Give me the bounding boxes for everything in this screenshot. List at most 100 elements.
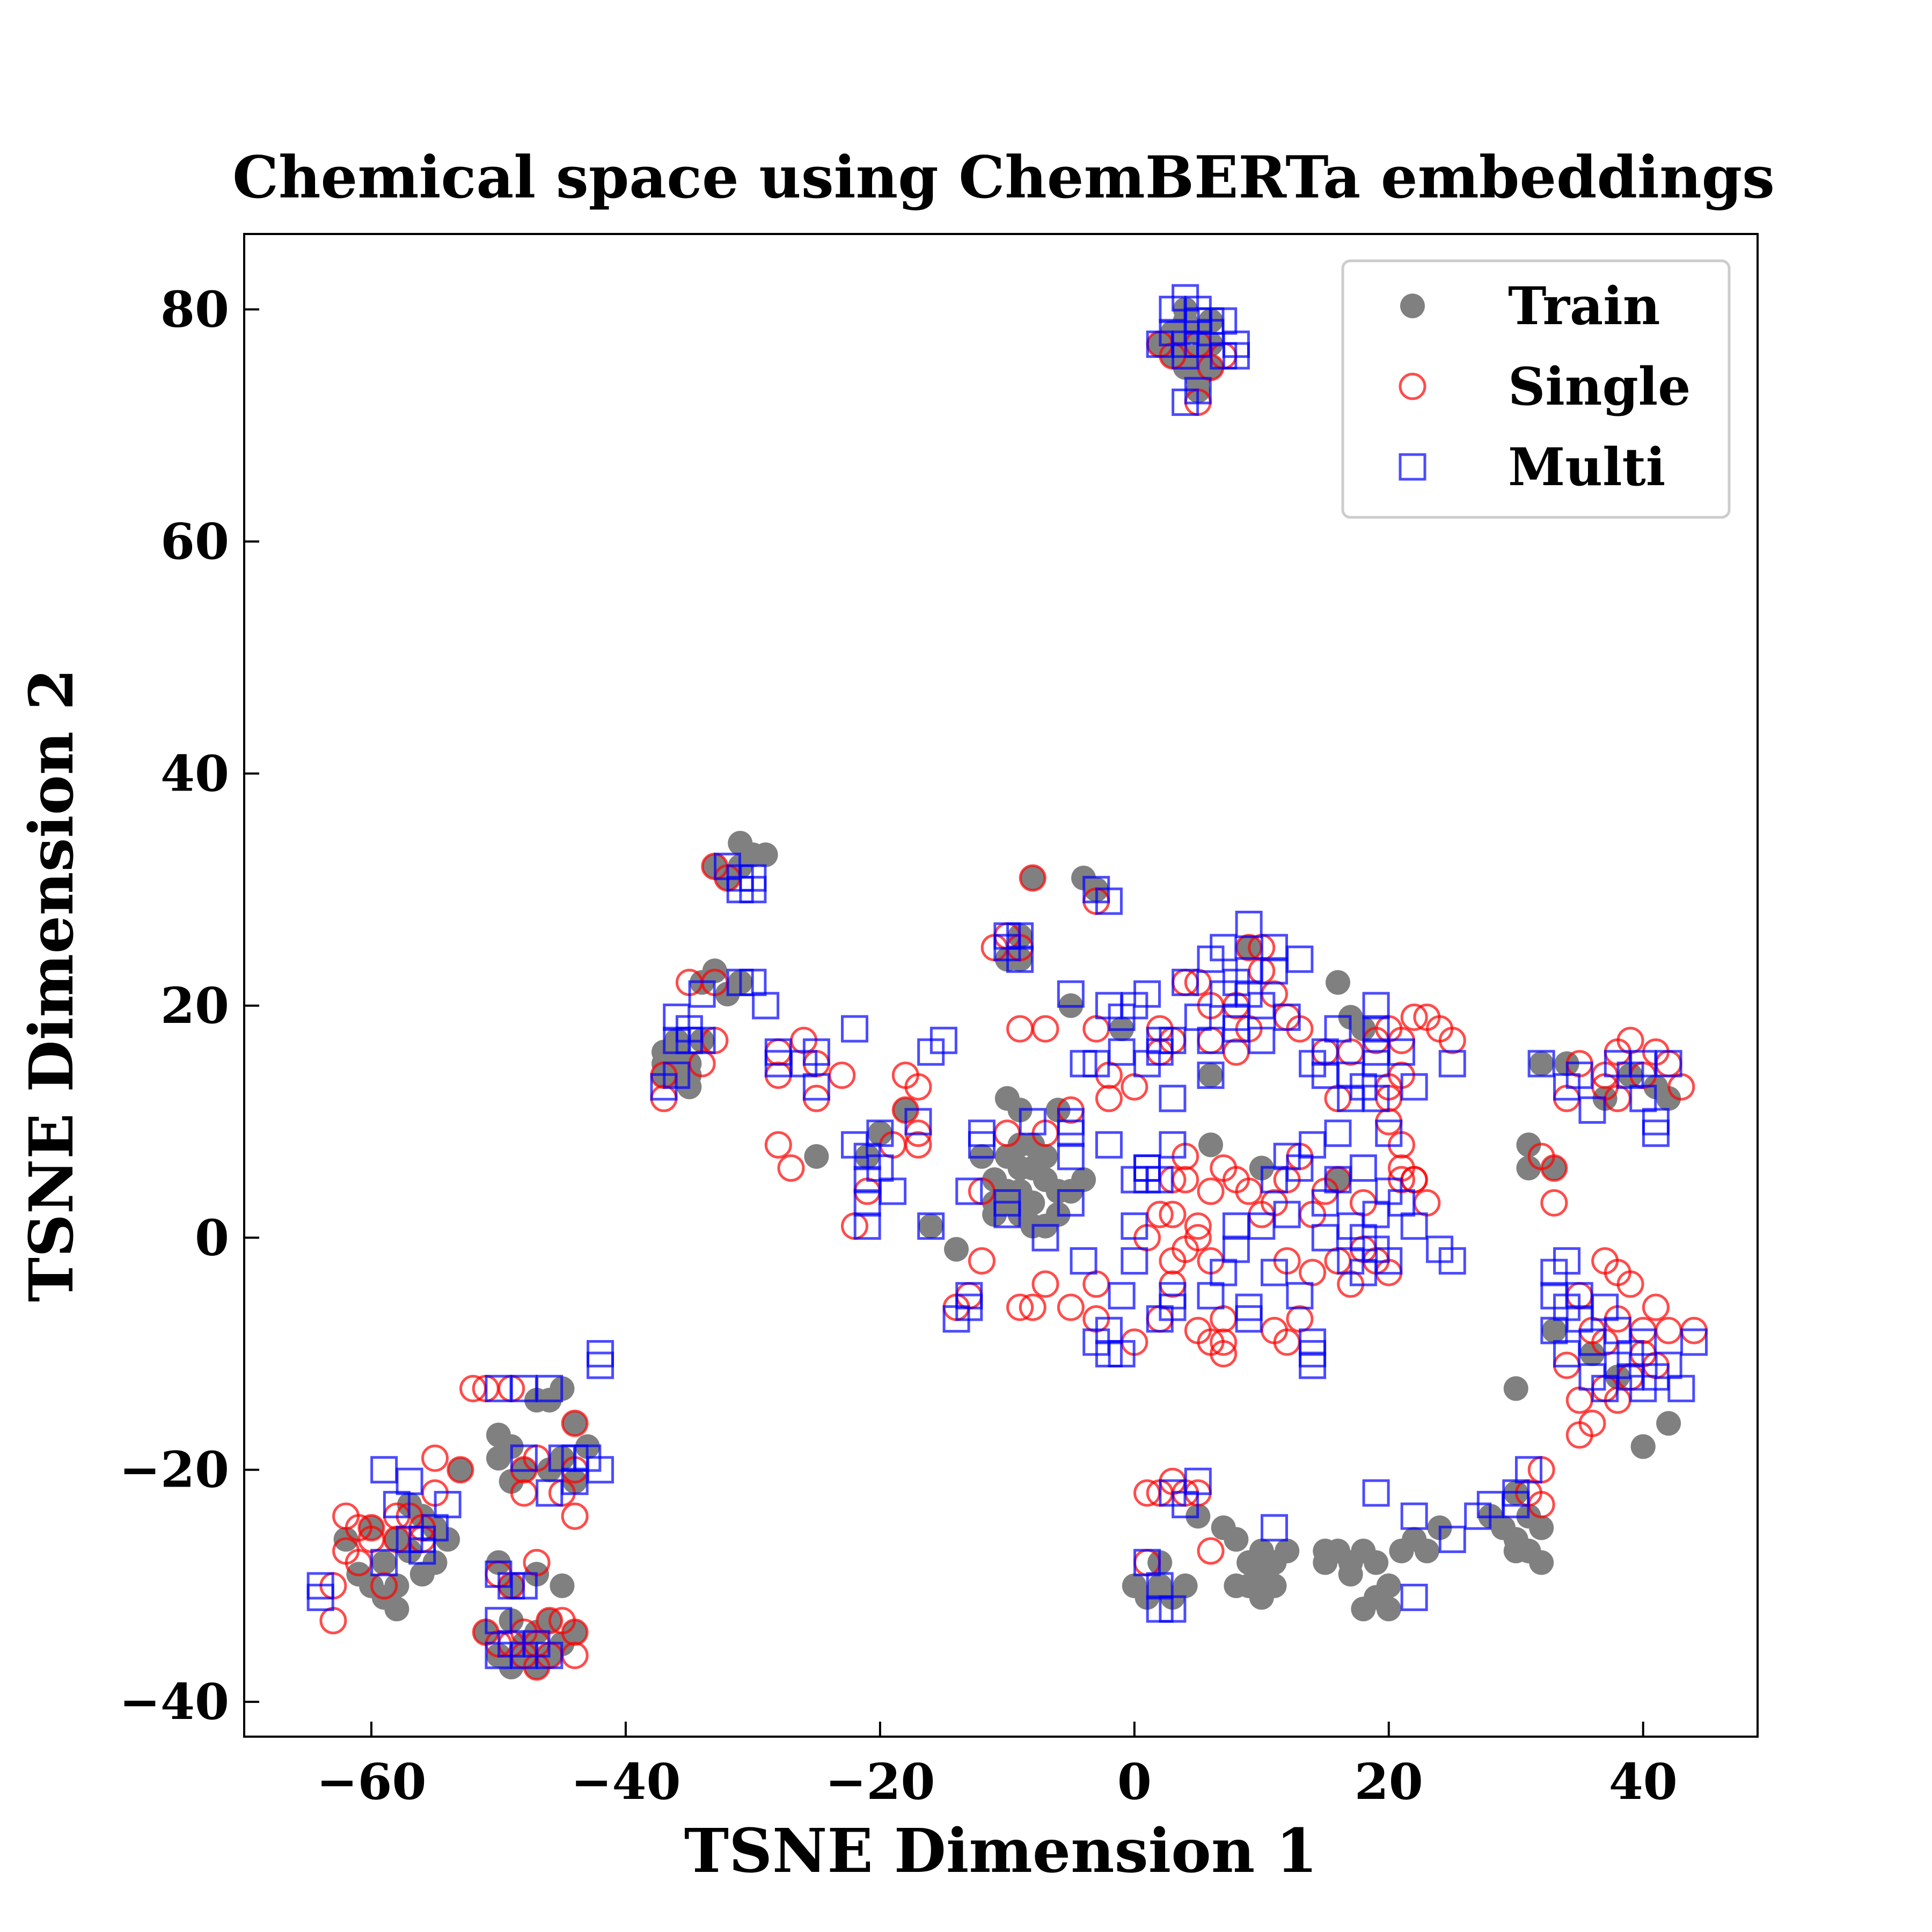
x-axis-label: TSNE Dimension 1: [684, 1816, 1318, 1886]
single-point: [561, 1502, 589, 1530]
multi-point: [1438, 1050, 1466, 1078]
multi-point: [1172, 969, 1199, 997]
single-point: [1057, 1293, 1085, 1321]
train-point: [1541, 1155, 1567, 1181]
multi-point: [1006, 922, 1034, 950]
multi-point: [1159, 296, 1187, 324]
multi-point: [688, 1027, 716, 1055]
multi-point: [1146, 1595, 1174, 1623]
single-point: [1184, 1316, 1212, 1344]
train-point: [1503, 1376, 1528, 1401]
train-point: [486, 1446, 511, 1471]
multi-point: [1146, 1572, 1174, 1600]
multi-point: [1235, 1293, 1263, 1321]
single-point: [1184, 1224, 1212, 1252]
single-point: [357, 1514, 385, 1542]
train-point: [753, 842, 778, 867]
multi-point: [510, 1444, 538, 1472]
x-tick-label: 40: [1609, 1753, 1678, 1811]
multi-point: [1273, 1201, 1301, 1228]
multi-point-legend-marker: [1399, 453, 1426, 481]
multi-point: [1438, 1247, 1466, 1275]
multi-point: [510, 1572, 538, 1600]
x-tick-label: −20: [825, 1753, 935, 1811]
multi-point: [802, 1038, 830, 1066]
y-axis-label: TSNE Dimension 2: [17, 669, 87, 1302]
multi-point: [1680, 1328, 1708, 1356]
multi-point: [930, 1027, 957, 1055]
single-point: [1184, 1212, 1212, 1240]
train-point: [1325, 970, 1350, 995]
multi-point: [1286, 945, 1314, 973]
single-point: [1197, 1177, 1225, 1205]
single-point: [777, 1154, 805, 1182]
multi-point: [1070, 1247, 1097, 1275]
train-point: [499, 1469, 524, 1494]
multi-point: [1375, 1247, 1403, 1275]
single-point: [561, 1409, 589, 1437]
train-point: [1325, 1167, 1350, 1192]
x-tick-label: 20: [1355, 1753, 1423, 1811]
multi-point: [1362, 992, 1390, 1020]
single-point: [1591, 1247, 1619, 1275]
train-point: [1630, 1434, 1656, 1459]
legend-box: [1341, 259, 1731, 519]
multi-point: [955, 1282, 983, 1309]
multi-point: [879, 1177, 907, 1205]
multi-point: [1400, 1212, 1428, 1240]
single-point: [1159, 1247, 1187, 1275]
multi-point: [1299, 1351, 1327, 1379]
multi-point: [1387, 1038, 1415, 1066]
multi-point: [802, 1073, 830, 1101]
single-point: [332, 1502, 360, 1530]
train-point: [1198, 1063, 1224, 1088]
multi-point: [1121, 1212, 1148, 1240]
multi-point: [1159, 1282, 1187, 1309]
train-point: [1529, 1550, 1554, 1575]
single-point: [1019, 1293, 1046, 1321]
multi-point: [1159, 1131, 1187, 1159]
train-point: [1656, 1411, 1681, 1436]
multi-point: [1514, 1456, 1542, 1484]
single-point: [1210, 1328, 1238, 1356]
multi-point: [306, 1584, 334, 1612]
train-point-legend-marker: [1400, 294, 1425, 318]
multi-point: [1210, 934, 1238, 962]
single-point: [1031, 1270, 1059, 1298]
single-point: [421, 1444, 449, 1472]
single-point: [904, 1131, 932, 1159]
multi-point: [968, 1119, 996, 1147]
multi-point: [1578, 1096, 1606, 1124]
multi-point: [1031, 1224, 1059, 1252]
multi-point: [1121, 1247, 1148, 1275]
multi-point: [1362, 1479, 1390, 1507]
multi-point: [1095, 887, 1123, 915]
y-tick-label: −40: [119, 1673, 229, 1731]
multi-point: [1197, 1062, 1225, 1089]
multi-point: [1642, 1119, 1670, 1147]
single-point: [1159, 1201, 1187, 1228]
legend: Train Single Multi: [1341, 259, 1731, 519]
multi-point: [1362, 1015, 1390, 1043]
multi-point: [1655, 1050, 1682, 1078]
train-point: [1414, 1539, 1439, 1564]
single-point: [1642, 1293, 1670, 1321]
multi-point: [955, 1177, 983, 1205]
multi-point: [1133, 980, 1161, 1008]
multi-point: [1375, 1119, 1403, 1147]
multi-point: [1235, 910, 1263, 938]
multi-point: [1667, 1374, 1695, 1402]
single-point: [447, 1456, 474, 1484]
single-point: [891, 1062, 919, 1089]
legend-items: Train Single Multi: [1399, 276, 1690, 497]
multi-point: [917, 1212, 945, 1240]
train-point: [1656, 1086, 1681, 1111]
multi-point: [536, 1642, 564, 1670]
single-point: [764, 1131, 792, 1159]
train-point: [1249, 1585, 1274, 1610]
multi-point: [739, 876, 767, 904]
multi-point: [1057, 1143, 1085, 1170]
multi-point: [1159, 1027, 1187, 1055]
single-point: [370, 1572, 398, 1600]
multi-point: [370, 1549, 398, 1577]
